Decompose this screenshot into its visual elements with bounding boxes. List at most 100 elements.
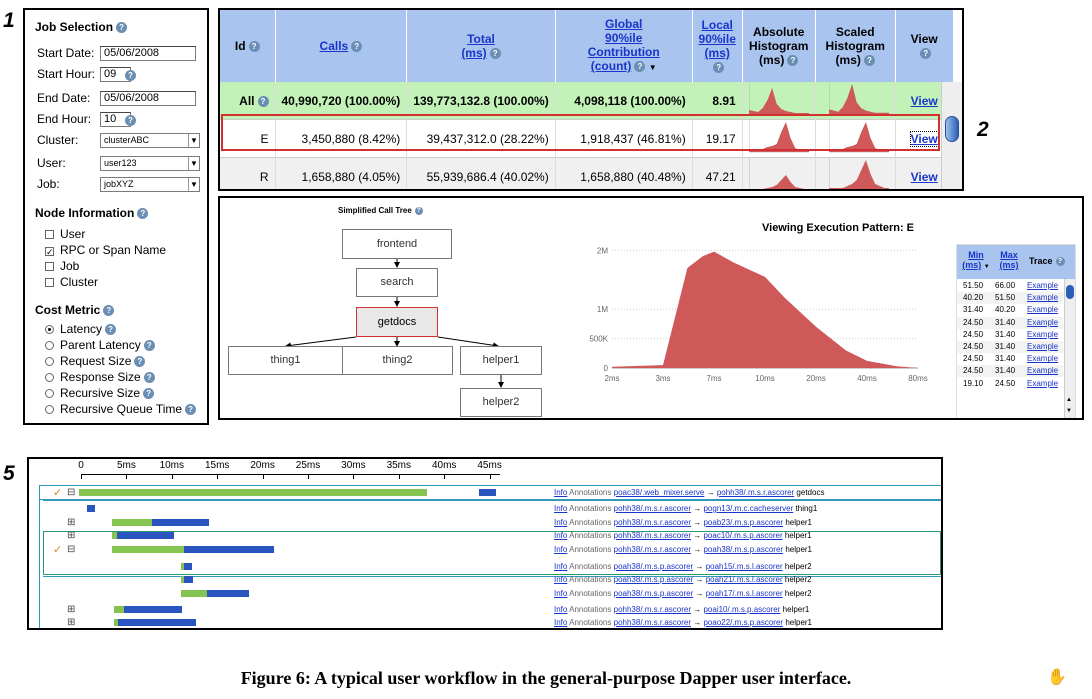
info-link[interactable]: Info (554, 605, 568, 614)
table-row[interactable]: All? 40,990,720 (100.00%) 139,773,132.8 (1… (220, 82, 954, 120)
trace-example-link[interactable]: Example (1027, 281, 1059, 290)
radio-icon[interactable] (45, 341, 54, 350)
cost-metric-option[interactable]: Recursive Size? (45, 386, 155, 400)
from-host-link[interactable]: poah38/.m.s.p.ascorer (613, 575, 694, 584)
checkbox-checked-icon[interactable]: ✓ (45, 247, 54, 257)
info-link[interactable]: Info (554, 504, 568, 513)
help-icon[interactable]: ? (634, 61, 646, 73)
from-host-link[interactable]: pohh38/.m.s.r.ascorer (613, 605, 691, 614)
radio-icon[interactable] (45, 405, 54, 414)
sort-total-link[interactable]: Total (467, 32, 495, 46)
help-icon[interactable]: ? (143, 372, 155, 384)
span-bar-green[interactable] (114, 619, 118, 626)
trace-row[interactable]: 19.10 24.50 Example (957, 377, 1063, 390)
view-link[interactable]: View (910, 169, 938, 184)
help-icon[interactable]: ? (134, 356, 146, 368)
timeline-row[interactable]: ⊞ Info Annotations pohh38/.m.s.r.ascorer … (29, 517, 941, 530)
col-total[interactable]: Total (ms)? (406, 10, 556, 82)
span-bar-blue[interactable] (479, 489, 496, 496)
cost-metric-option[interactable]: Recursive Queue Time? (45, 402, 197, 416)
job-select[interactable]: jobXYZ ▼ (100, 177, 200, 192)
info-link[interactable]: Info (554, 575, 568, 584)
span-bar-blue[interactable] (117, 532, 174, 539)
span-bar-blue[interactable] (87, 505, 95, 512)
help-icon[interactable]: ? (489, 48, 501, 60)
radio-icon[interactable] (45, 389, 54, 398)
node-option[interactable]: User (45, 227, 85, 241)
to-host-link[interactable]: poac10/.m.s.p.ascorer (703, 531, 783, 540)
help-icon[interactable]: ? (863, 55, 875, 67)
trace-example-link[interactable]: Example (1027, 378, 1059, 388)
global-percentile[interactable]: 90%ile (605, 31, 643, 45)
to-host-link[interactable]: pogn13/.m.c.cacheserver (703, 504, 794, 513)
tree-node-thing1[interactable]: thing1 (228, 346, 343, 375)
span-bar-blue[interactable] (184, 563, 192, 570)
total-unit[interactable]: (ms) (461, 46, 487, 60)
help-icon[interactable]: ? (143, 388, 155, 400)
span-bar-blue[interactable] (207, 590, 249, 597)
tree-node-thing2[interactable]: thing2 (342, 346, 453, 375)
help-icon[interactable]: ? (920, 48, 932, 60)
trace-row[interactable]: 31.40 40.20 Example (957, 304, 1063, 317)
timeline-row[interactable]: ✓ ⊟ Info Annotations poac38/.web_mixer.ser… (29, 487, 941, 500)
expand-icon[interactable]: ⊞ (67, 530, 76, 541)
trace-row[interactable]: 24.50 31.40 Example (957, 353, 1063, 366)
cluster-select[interactable]: clusterABC ▼ (100, 133, 200, 148)
to-host-link[interactable]: poah21/.m.s.l.ascorer (705, 575, 783, 584)
timeline-row[interactable]: Info Annotations poah38/.m.s.p.ascorer →… (29, 562, 941, 574)
to-host-link[interactable]: poab23/.m.s.p.ascorer (703, 518, 784, 527)
global-contribution[interactable]: Contribution (587, 45, 660, 59)
from-host-link[interactable]: poah38/.m.s.p.ascorer (613, 562, 694, 571)
to-host-link[interactable]: poah15/.m.s.l.ascorer (705, 562, 783, 571)
timeline-row[interactable]: Info Annotations poah38/.m.s.p.ascorer →… (29, 575, 941, 587)
help-icon[interactable]: ? (105, 324, 117, 336)
tree-node-frontend[interactable]: frontend (342, 229, 452, 259)
span-bar-green[interactable] (114, 606, 124, 613)
to-host-link[interactable]: poai10/.m.s.p.ascorer (703, 605, 781, 614)
local-unit[interactable]: (ms) (704, 46, 730, 60)
from-host-link[interactable]: poah38/.m.s.p.ascorer (613, 589, 694, 598)
trace-row[interactable]: 51.50 66.00 Example (957, 280, 1063, 292)
info-link[interactable]: Info (554, 531, 568, 540)
trace-example-link[interactable]: Example (1027, 293, 1059, 303)
expand-icon[interactable]: ⊞ (67, 517, 76, 528)
min-unit[interactable]: (ms) (962, 260, 982, 270)
global-count[interactable]: (count) (590, 59, 632, 73)
sort-calls-link[interactable]: Calls (319, 39, 349, 53)
span-bar-green[interactable] (181, 563, 184, 570)
span-bar-green[interactable] (112, 532, 117, 539)
col-calls[interactable]: Calls? (275, 10, 408, 82)
end-date-input[interactable]: 05/06/2008 (100, 91, 196, 106)
span-bar-green[interactable] (79, 489, 427, 496)
from-host-link[interactable]: pohh38/.m.s.r.ascorer (613, 618, 691, 627)
from-host-link[interactable]: poac38/.web_mixer.serve (613, 488, 705, 497)
from-host-link[interactable]: pohh38/.m.s.r.ascorer (613, 518, 691, 527)
table-row[interactable]: E 3,450,880 (8.42%) 39,437,312.0 (28.22%) 1… (220, 119, 954, 158)
tree-node-helper1[interactable]: helper1 (460, 346, 542, 375)
info-link[interactable]: Info (554, 545, 568, 554)
help-icon[interactable]: ? (787, 55, 799, 67)
radio-icon[interactable] (45, 373, 54, 382)
checkbox-icon[interactable] (45, 230, 54, 239)
trace-row[interactable]: 24.50 31.40 Example (957, 341, 1063, 353)
help-icon[interactable]: ? (125, 70, 136, 81)
checkbox-icon[interactable] (45, 278, 54, 287)
scrollbar-thumb[interactable] (945, 116, 959, 142)
help-icon[interactable]: ? (257, 95, 269, 107)
info-link[interactable]: Info (554, 589, 568, 598)
info-link[interactable]: Info (554, 562, 568, 571)
trace-row[interactable]: 24.50 31.40 Example (957, 328, 1063, 341)
timeline-row[interactable]: ⊞ Info Annotations pohh38/.m.s.r.ascorer … (29, 617, 941, 628)
view-link[interactable]: View (910, 93, 938, 108)
span-bar-blue[interactable] (184, 576, 193, 583)
trace-min-header[interactable]: Min (ms) ▼ (959, 250, 993, 272)
timeline-row[interactable]: ⊞ Info Annotations pohh38/.m.s.r.ascorer … (29, 530, 941, 543)
span-bar-blue[interactable] (124, 606, 182, 613)
span-bar-green[interactable] (112, 546, 184, 553)
scroll-up-icon[interactable]: ▲ (1066, 397, 1072, 403)
trace-example-link[interactable]: Example (1027, 354, 1059, 364)
start-date-input[interactable]: 05/06/2008 (100, 46, 196, 61)
help-icon[interactable]: ? (137, 208, 149, 220)
span-bar-blue[interactable] (184, 546, 274, 553)
local-percentile[interactable]: 90%ile (698, 32, 736, 46)
